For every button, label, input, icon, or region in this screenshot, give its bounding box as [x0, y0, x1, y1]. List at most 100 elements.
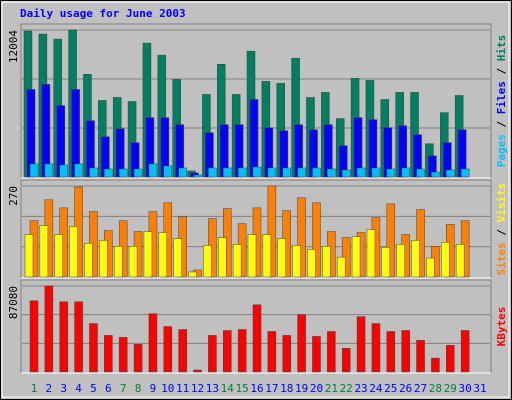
bar	[396, 244, 405, 278]
bar	[74, 301, 83, 373]
bar	[163, 326, 173, 373]
bar	[59, 164, 68, 178]
x-tick-label: 7	[120, 382, 127, 395]
bar	[223, 167, 232, 178]
x-tick-label: 24	[369, 382, 383, 395]
bar	[322, 246, 331, 278]
bar	[193, 174, 202, 178]
bar	[356, 316, 366, 373]
bar	[44, 163, 54, 178]
x-tick-label: 25	[384, 382, 397, 395]
bar	[426, 257, 435, 278]
x-tick-label: 21	[325, 382, 338, 395]
bar	[460, 168, 470, 178]
x-tick-label: 1	[31, 382, 38, 395]
bar	[312, 336, 321, 373]
x-tick-label: 9	[150, 382, 157, 395]
bar	[247, 234, 257, 278]
bar	[59, 301, 68, 373]
bar	[336, 256, 346, 278]
bar	[208, 335, 217, 373]
bar	[277, 238, 286, 278]
bar	[366, 229, 376, 278]
x-tick-label: 19	[295, 382, 308, 395]
legend: Sites / Visits	[495, 183, 508, 276]
bar	[74, 163, 83, 178]
bar	[173, 238, 182, 278]
bar	[133, 168, 143, 178]
bar	[89, 323, 98, 373]
legend-entry: Files	[495, 81, 508, 114]
bar	[381, 247, 391, 278]
bar	[29, 163, 39, 178]
legend-separator: /	[495, 222, 508, 242]
bar	[455, 244, 465, 278]
bar	[386, 203, 396, 278]
chart-title: Daily usage for June 2003	[20, 7, 186, 20]
bar	[41, 84, 51, 178]
bar	[118, 337, 128, 373]
bar	[237, 329, 247, 373]
bar	[133, 344, 143, 373]
bar	[232, 244, 242, 278]
x-tick-label: 30	[459, 382, 472, 395]
x-tick-label: 6	[105, 382, 112, 395]
bar	[297, 314, 306, 373]
bar	[441, 242, 450, 278]
bar	[44, 285, 54, 373]
bar	[84, 243, 93, 278]
bar	[262, 234, 272, 278]
y-tick-label: 270	[7, 186, 20, 206]
bar	[282, 167, 291, 178]
bar	[371, 167, 381, 178]
bar	[401, 330, 410, 373]
x-tick-label: 4	[75, 382, 82, 395]
bar	[148, 163, 158, 178]
bar	[446, 169, 455, 178]
x-tick-label: 10	[161, 382, 174, 395]
bar	[460, 330, 470, 373]
bar	[188, 271, 197, 278]
bar	[431, 357, 440, 373]
bar	[297, 167, 306, 178]
bar	[178, 167, 187, 178]
x-tick-label: 3	[60, 382, 67, 395]
bar	[237, 167, 247, 178]
bar	[401, 167, 410, 178]
x-tick-label: 16	[250, 382, 263, 395]
bar	[371, 323, 381, 373]
bar	[39, 225, 49, 278]
bar	[446, 345, 455, 373]
bar	[312, 202, 321, 278]
legend-entry: KBytes	[495, 307, 508, 347]
bar	[104, 335, 113, 373]
bar	[267, 331, 277, 373]
x-tick-label: 18	[280, 382, 293, 395]
x-tick-label: 2	[46, 382, 53, 395]
y-tick-label: 87080	[7, 286, 20, 319]
bar	[327, 331, 336, 373]
x-tick-label: 12	[191, 382, 204, 395]
x-tick-label: 29	[444, 382, 457, 395]
bar	[312, 167, 321, 178]
bar	[143, 231, 153, 278]
bar	[158, 232, 168, 278]
legend-separator: /	[495, 114, 508, 134]
bar	[252, 304, 262, 373]
legend-entry: Pages	[495, 134, 508, 167]
legend-entry: Hits	[495, 35, 508, 62]
bar	[341, 169, 351, 178]
x-tick-label: 11	[176, 382, 189, 395]
bar	[252, 166, 262, 178]
bar	[29, 300, 39, 373]
bar	[193, 369, 202, 373]
x-tick-label: 23	[354, 382, 367, 395]
bar	[292, 245, 301, 278]
bar	[118, 168, 128, 178]
bar	[99, 240, 108, 278]
x-tick-label: 20	[310, 382, 323, 395]
x-tick-label: 28	[429, 382, 442, 395]
bar	[386, 331, 396, 373]
